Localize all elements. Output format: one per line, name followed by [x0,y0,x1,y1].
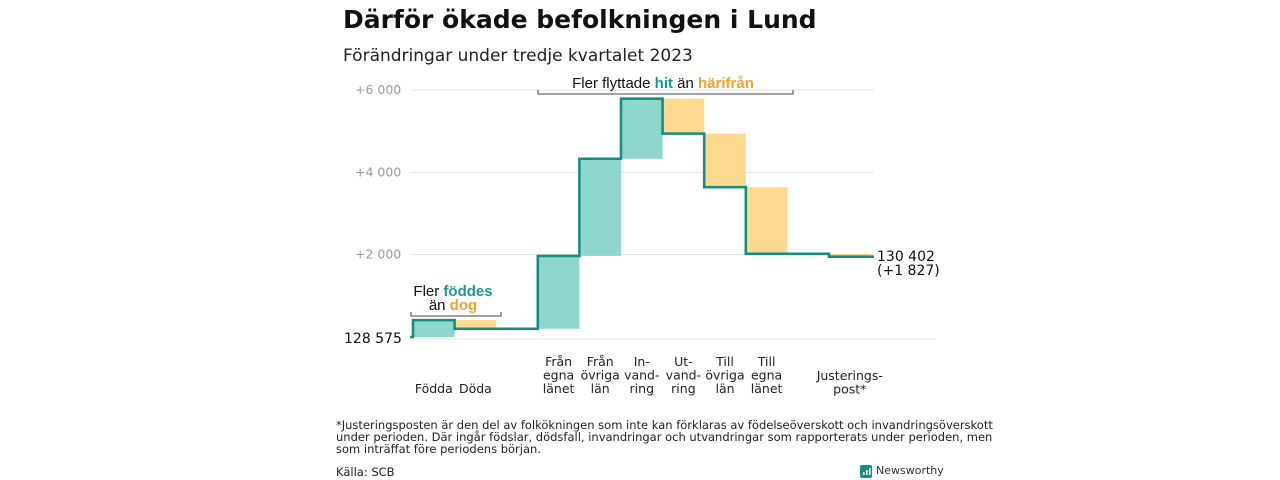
category-label-line: Till [715,354,734,369]
y-tick-label: +6 000 [355,82,401,97]
moves-annotation: Fler flyttade hit än härifrån [537,75,794,95]
chart-title: Därför ökade befolkningen i Lund [343,5,817,34]
footnote-line-1: *Justeringsposten är den del av folkökni… [336,418,993,432]
category-label-line: länet [751,381,783,396]
waterfall-bar [537,255,580,329]
baseline-label: 128 575 [344,331,402,347]
category-label: Till egna länet [751,354,783,396]
final-value-label: 130 402 [877,249,935,265]
category-label: Döda [459,381,492,396]
category-label-line: övriga [705,368,744,383]
footnote-line-2: under perioden. Där ingår födslar, dödsf… [336,430,992,444]
births-annotation-text2: än [429,297,450,314]
waterfall-bar [704,133,746,188]
footnote-line-3: som inträffat före periodens början. [336,442,541,456]
category-label: Från egna länet [543,354,575,396]
y-tick-label: +4 000 [355,164,401,179]
waterfall-bar [579,158,621,256]
category-label: In-vand-ring [624,354,659,396]
moves-annotation-em2: härifrån [698,75,754,92]
births-annotation-line1: Fler föddes [413,283,492,300]
births-annotation: Fler föddes än dog [410,283,502,317]
moves-bracket [537,90,794,95]
births-bracket [410,312,502,317]
category-label-line: ring [671,381,695,396]
waterfall-bar [829,253,871,257]
category-label-line: In- [634,354,650,369]
category-label: Till övriga län [705,354,744,396]
births-annotation-em1: föddes [443,283,492,300]
category-label-line: Justerings- [816,368,883,383]
category-label: Från övriga län [581,354,620,396]
waterfall-bar [621,98,663,159]
category-label-line: övriga [581,368,620,383]
births-annotation-em2: dog [450,297,478,314]
waterfall-bar [454,320,497,329]
final-change-label: (+1 827) [877,263,940,279]
moves-annotation-mid: än [673,75,698,92]
waterfall-bar [413,320,455,337]
category-label-line: post* [833,382,866,397]
category-label-line: Ut- [674,354,693,369]
moves-annotation-part1: Fler flyttade [572,75,655,92]
moves-annotation-text: Fler flyttade hit än härifrån [572,75,754,92]
category-label-line: Till [757,354,776,369]
waterfall-bar [745,187,788,254]
category-label-line: ring [630,381,654,396]
category-label-line: län [591,381,610,396]
category-label: Justerings-post* [816,368,883,397]
source-label: Källa: SCB [336,465,395,479]
newsworthy-logo: Newsworthy [860,464,944,478]
step-line-path [410,97,874,339]
category-label-line: vand- [666,368,701,383]
bars [413,98,871,337]
waterfall-bar [662,98,705,134]
births-annotation-text1: Fler [413,283,443,300]
newsworthy-logo-text: Newsworthy [876,464,944,477]
step-line [410,97,874,339]
y-tick-label: +2 000 [355,247,401,262]
category-label-line: egna [543,368,574,383]
category-label-line: Från [587,354,614,369]
category-label-line: egna [751,368,782,383]
y-axis-ticks: +2 000 +4 000 +6 000 [355,82,401,262]
category-label: Ut-vand-ring [666,354,701,396]
moves-annotation-em1: hit [655,75,673,92]
category-label-line: Födda [415,381,453,396]
category-label-line: vand- [624,368,659,383]
births-annotation-line2: än dog [429,297,477,314]
category-label-line: Döda [459,381,492,396]
category-label-line: länet [543,381,575,396]
category-label-line: Från [545,354,572,369]
chart-subtitle: Förändringar under tredje kvartalet 2023 [343,46,693,66]
category-label-line: län [715,381,734,396]
category-label: Födda [415,381,453,396]
